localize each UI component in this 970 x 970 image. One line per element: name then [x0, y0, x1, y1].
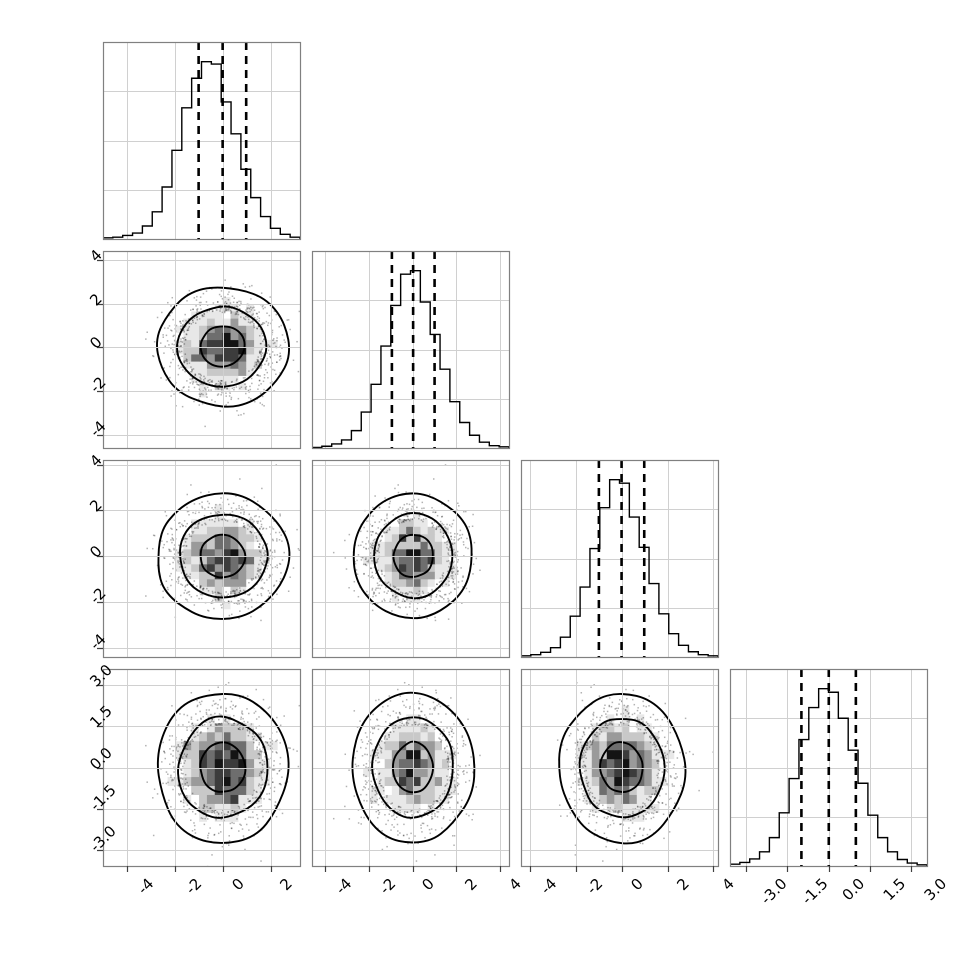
corner-plot-canvas	[0, 0, 970, 970]
corner-plot-figure: -4-202-4-2024-4-2024-3.0-1.50.01.53.0-4-…	[0, 0, 970, 970]
